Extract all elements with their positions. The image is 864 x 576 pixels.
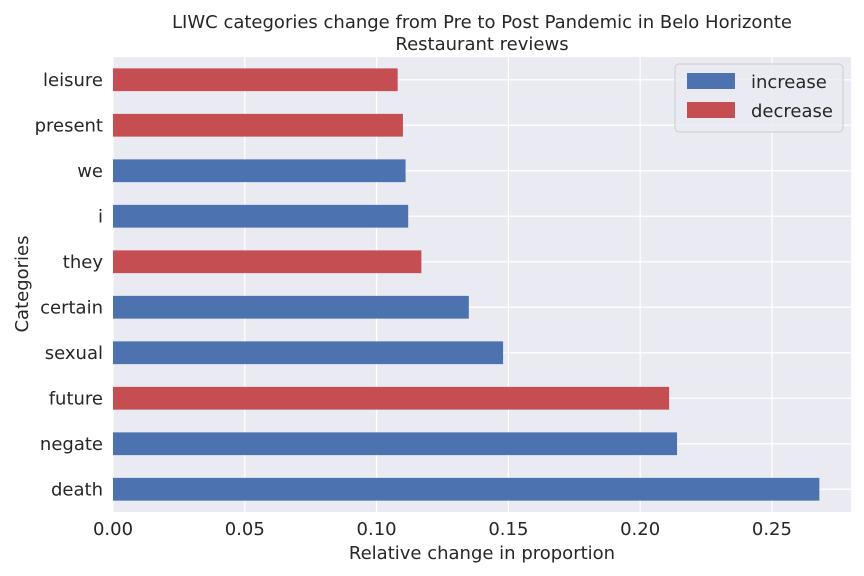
legend-swatch-increase	[687, 73, 735, 89]
legend-label-increase: increase	[751, 72, 827, 93]
bar-certain	[113, 295, 469, 319]
bar-present	[113, 113, 403, 137]
bar-death	[113, 477, 820, 501]
y-tick-label-certain: certain	[40, 297, 103, 318]
x-tick-label: 0.20	[620, 519, 660, 540]
x-tick-label: 0.05	[225, 519, 265, 540]
y-tick-label-death: death	[51, 479, 103, 500]
y-tick-label-sexual: sexual	[45, 343, 103, 364]
legend-swatch-decrease	[687, 102, 735, 118]
bar-sexual	[113, 341, 504, 365]
bar-i	[113, 204, 409, 228]
y-tick-label-negate: negate	[40, 434, 103, 455]
chart-title: LIWC categories change from Pre to Post …	[172, 12, 792, 33]
y-tick-label-they: they	[63, 252, 104, 273]
bar-we	[113, 159, 406, 183]
bar-future	[113, 386, 670, 410]
legend: increase decrease	[674, 63, 844, 133]
x-tick-label: 0.15	[488, 519, 528, 540]
y-tick-label-leisure: leisure	[43, 70, 103, 91]
chart-subtitle: Restaurant reviews	[395, 34, 568, 55]
bar-they	[113, 250, 422, 274]
x-tick-label: 0.25	[752, 519, 792, 540]
y-tick-label-we: we	[77, 161, 103, 182]
bars	[113, 68, 820, 501]
x-tick-label: 0.10	[357, 519, 397, 540]
x-tick-labels: 0.00 0.05 0.10 0.15 0.20 0.25	[93, 519, 792, 540]
bar-leisure	[113, 68, 398, 92]
x-axis-label: Relative change in proportion	[349, 543, 615, 564]
y-tick-label-present: present	[35, 115, 103, 136]
x-tick-label: 0.00	[93, 519, 133, 540]
y-axis-label: Categories	[12, 235, 33, 332]
bar-negate	[113, 432, 678, 456]
legend-label-decrease: decrease	[751, 101, 833, 122]
y-tick-labels: leisure present we i they certain sexual future…	[35, 70, 104, 501]
y-tick-label-i: i	[98, 206, 103, 227]
y-tick-label-future: future	[49, 388, 103, 409]
